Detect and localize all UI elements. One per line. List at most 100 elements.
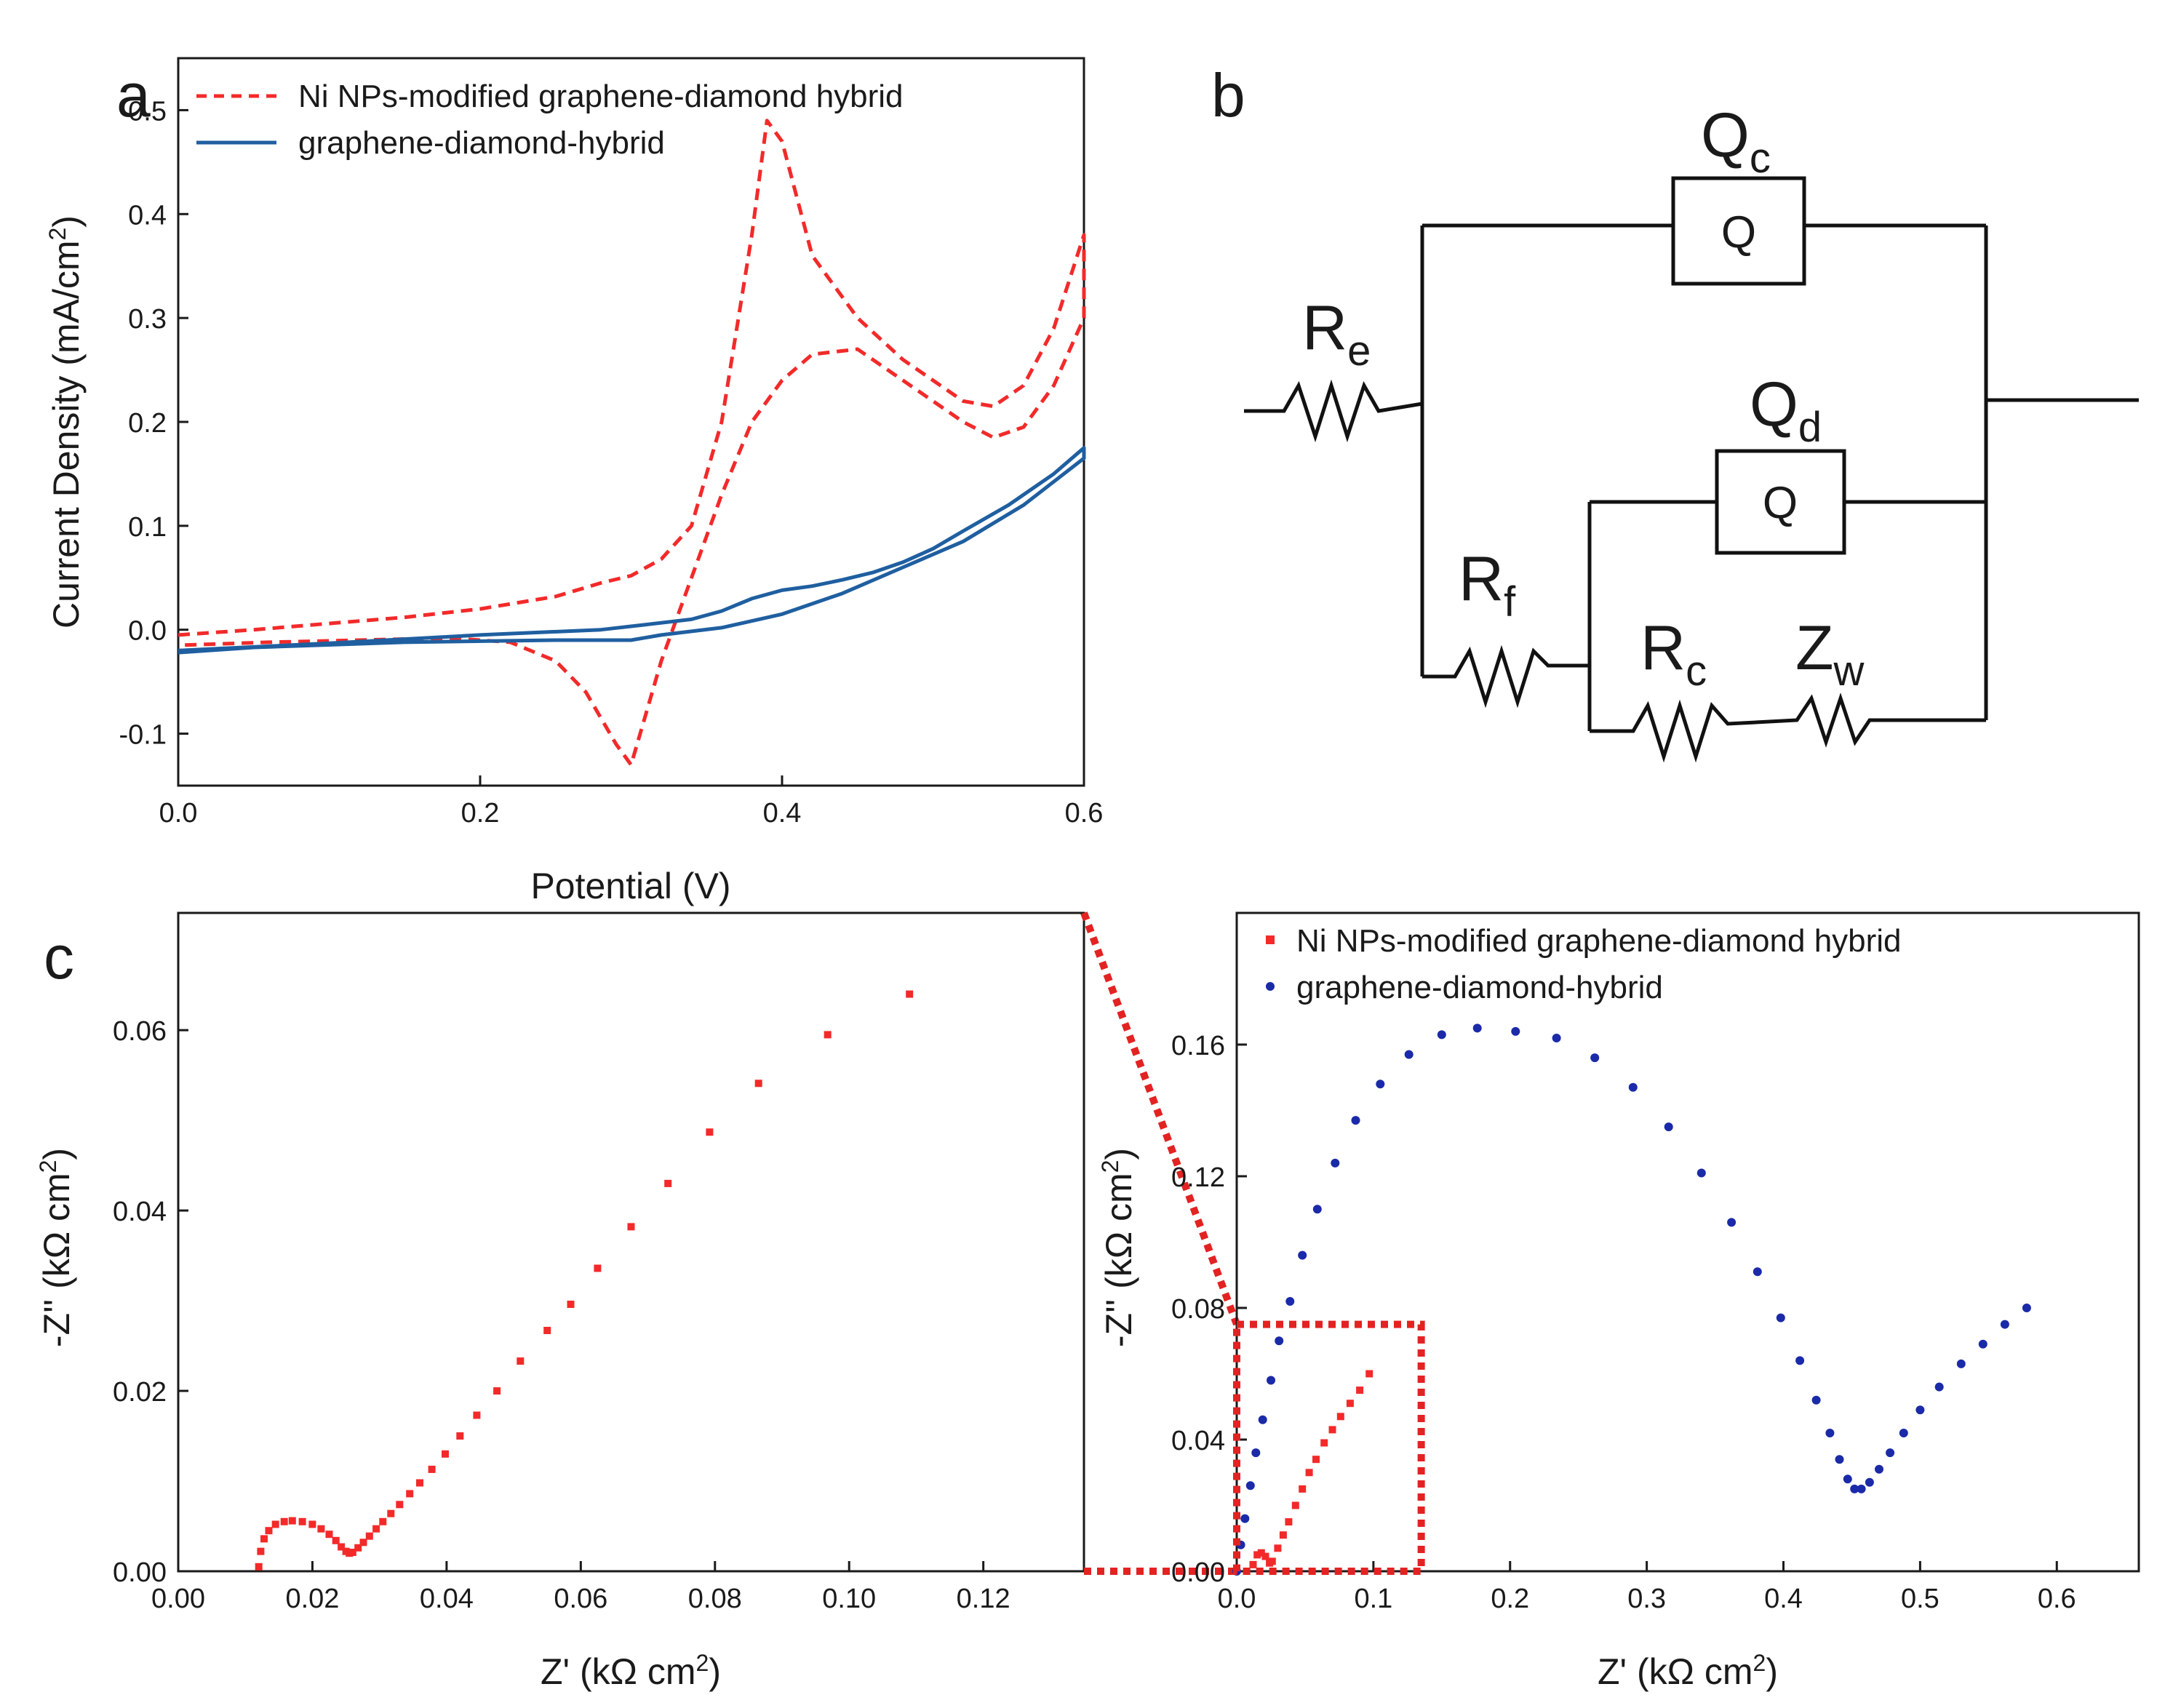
x-tick-label: 0.4: [763, 798, 802, 829]
y-tick-label: 0.08: [1171, 1294, 1225, 1325]
eis-full-point-gdh: [1915, 1405, 1925, 1415]
eis-zoom-point: [280, 1517, 288, 1525]
eis-zoom-point: [365, 1532, 373, 1540]
eis-full-point-ni: [1279, 1531, 1287, 1539]
x-tick-label: 0.0: [159, 798, 198, 829]
eis-full-point-gdh: [1331, 1158, 1340, 1168]
eis-zoom-point: [473, 1411, 481, 1419]
eis-full-axes: 0.0 0.1 0.2 0.3 0.4 0.5 0.6 0.00 0.04 0.08 0.12 0.1…: [1171, 1031, 2076, 1614]
eis-full-y-axis-label: -Z'' (kΩ cm2): [1097, 1148, 1139, 1347]
y-tick-label: 0.02: [113, 1377, 167, 1408]
eis-full-point-gdh: [1825, 1429, 1835, 1437]
eis-zoom-point: [456, 1432, 464, 1440]
eis-full-point-gdh: [1376, 1080, 1385, 1089]
eis-full-point-ni: [1305, 1469, 1313, 1477]
cv-legend-label-gdh: graphene-diamond-hybrid: [298, 125, 665, 161]
eis-full-point-ni: [1257, 1549, 1265, 1557]
cv-series: [178, 119, 1086, 767]
eis-zoom-point: [406, 1490, 414, 1498]
eis-full-point-gdh: [1811, 1395, 1821, 1405]
eis-zoom-series: [255, 990, 914, 1571]
eis-full-point-gdh: [1934, 1382, 1944, 1392]
eis-full-point-ni: [1274, 1544, 1282, 1552]
eis-full-point-gdh: [1590, 1053, 1600, 1063]
eis-full-point-ni: [1291, 1501, 1299, 1509]
eis-full-point-gdh: [1298, 1250, 1307, 1260]
eis-full-point-gdh: [1795, 1356, 1805, 1365]
eis-full-point-gdh: [1351, 1116, 1360, 1125]
eis-zoom-point: [906, 990, 914, 998]
equivalent-circuit: [1244, 176, 2139, 763]
eis-zoom-chart: 0.00 0.02 0.04 0.06 0.08 0.10 0.12 0.00 0.02 0.04…: [35, 911, 1085, 1692]
x-tick-label: 0.6: [1065, 798, 1104, 829]
eis-zoom-point: [387, 1509, 395, 1517]
y-tick-label: 0.5: [128, 96, 167, 127]
eis-full-point-ni: [1336, 1413, 1344, 1421]
eis-full-point-gdh: [1727, 1218, 1737, 1227]
eis-zoom-point: [359, 1539, 367, 1547]
eis-legend-swatch-ni: [1266, 935, 1275, 944]
eis-full-series: [1232, 1023, 2031, 1576]
eis-zoom-point: [354, 1544, 362, 1552]
eis-zoom-point: [317, 1525, 325, 1533]
rc-zw-branch: [1590, 693, 1986, 763]
panel-label-a: a: [116, 61, 151, 129]
y-tick-label: 0.00: [113, 1557, 167, 1588]
eis-zoom-point: [338, 1543, 346, 1551]
eis-full-point-ni: [1365, 1370, 1373, 1378]
x-tick-label: 0.12: [957, 1584, 1010, 1614]
eis-full-point-gdh: [2000, 1320, 2009, 1329]
rc-label: Rc: [1640, 613, 1707, 695]
zoom-region-box: [1233, 1320, 1425, 1575]
eis-zoom-point: [260, 1535, 268, 1543]
y-tick-label: 0.1: [128, 512, 167, 543]
eis-full-point-ni: [1320, 1439, 1328, 1447]
eis-full-point-ni: [1261, 1552, 1269, 1560]
zw-label: Zw: [1795, 613, 1865, 695]
x-tick-label: 0.1: [1354, 1584, 1392, 1614]
cv-x-axis-label: Potential (V): [530, 866, 730, 906]
y-tick-label: 0.0: [128, 616, 167, 647]
eis-zoom-point: [265, 1527, 273, 1535]
cv-plot-frame: [177, 57, 1085, 787]
eis-zoom-point: [517, 1357, 525, 1365]
eis-zoom-point: [567, 1301, 575, 1308]
eis-full-point-gdh: [1275, 1336, 1284, 1346]
eis-full-point-gdh: [1312, 1205, 1322, 1214]
y-tick-label: 0.12: [1171, 1162, 1225, 1193]
y-tick-label: 0.06: [113, 1016, 167, 1047]
eis-legend-label-gdh: graphene-diamond-hybrid: [1296, 970, 1663, 1005]
eis-full-point-gdh: [1753, 1267, 1762, 1277]
eis-zoom-y-axis-label: -Z'' (kΩ cm2): [35, 1148, 77, 1347]
eis-zoom-point: [332, 1536, 340, 1544]
eis-zoom-point: [543, 1327, 551, 1334]
qd-box-label: Q: [1763, 478, 1798, 528]
x-tick-label: 0.2: [461, 798, 500, 829]
eis-full-point-gdh: [1472, 1023, 1482, 1033]
eis-zoom-point: [396, 1501, 404, 1509]
re-resistor: [1244, 379, 1423, 443]
eis-full-point-gdh: [1664, 1122, 1673, 1132]
eis-full-point-gdh: [1875, 1464, 1883, 1474]
eis-zoom-point: [288, 1517, 296, 1525]
eis-full-plot-frame: [1235, 911, 2140, 1573]
eis-full-point-gdh: [1437, 1030, 1446, 1039]
eis-zoom-point: [428, 1465, 436, 1473]
eis-full-point-gdh: [1511, 1026, 1520, 1036]
x-tick-label: 0.2: [1491, 1584, 1529, 1614]
qc-label: Qc: [1701, 100, 1771, 182]
eis-zoom-point: [325, 1531, 333, 1539]
eis-legend-label-ni: Ni NPs-modified graphene-diamond hybrid: [1296, 923, 1902, 959]
eis-full-point-gdh: [1696, 1168, 1706, 1178]
x-tick-label: 0.6: [2038, 1584, 2076, 1614]
eis-full-point-gdh: [1245, 1481, 1255, 1490]
eis-full-point-gdh: [1865, 1477, 1874, 1487]
eis-full-point-gdh: [1978, 1339, 1987, 1349]
eis-zoom-point: [416, 1479, 423, 1487]
eis-full-point-gdh: [1857, 1484, 1866, 1493]
y-tick-label: 0.3: [128, 304, 167, 335]
eis-zoom-point: [664, 1179, 672, 1187]
y-tick-label: 0.4: [128, 200, 167, 231]
circuit-labels: Qc Q Re Qd Q Rf Rc Zw: [1302, 100, 1865, 695]
